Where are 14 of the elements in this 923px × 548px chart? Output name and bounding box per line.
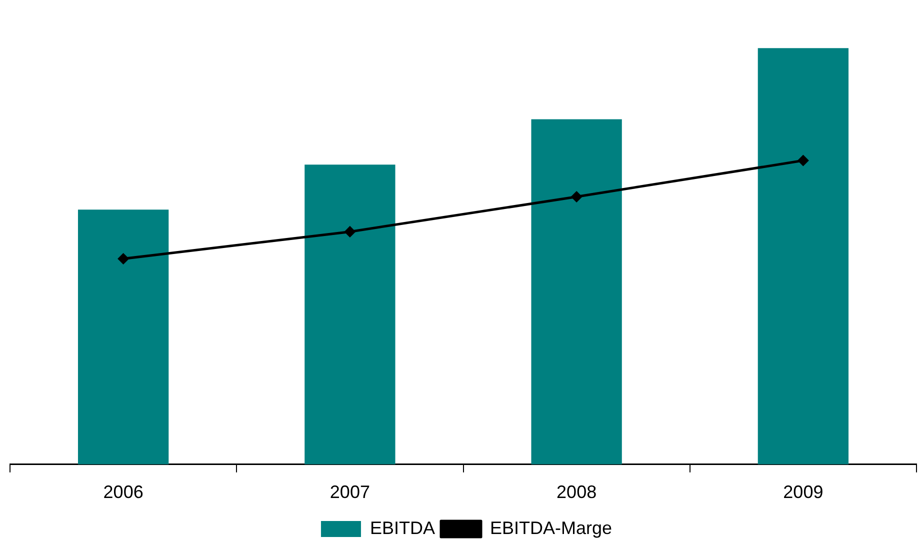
point <box>798 155 808 166</box>
point <box>118 254 129 264</box>
bar <box>758 48 849 464</box>
legend-label: EBITDA <box>370 518 435 538</box>
point <box>571 191 582 202</box>
x-tick-label: 2007 <box>330 482 370 502</box>
bar <box>78 210 169 464</box>
point <box>344 226 356 237</box>
x-tick-label: 2008 <box>556 482 597 502</box>
bar <box>304 164 396 464</box>
x-tick-label: 2006 <box>103 482 144 502</box>
bar <box>531 119 622 464</box>
x-tick-label: 2009 <box>783 482 824 502</box>
legend-label: EBITDA-Marge <box>490 518 612 538</box>
